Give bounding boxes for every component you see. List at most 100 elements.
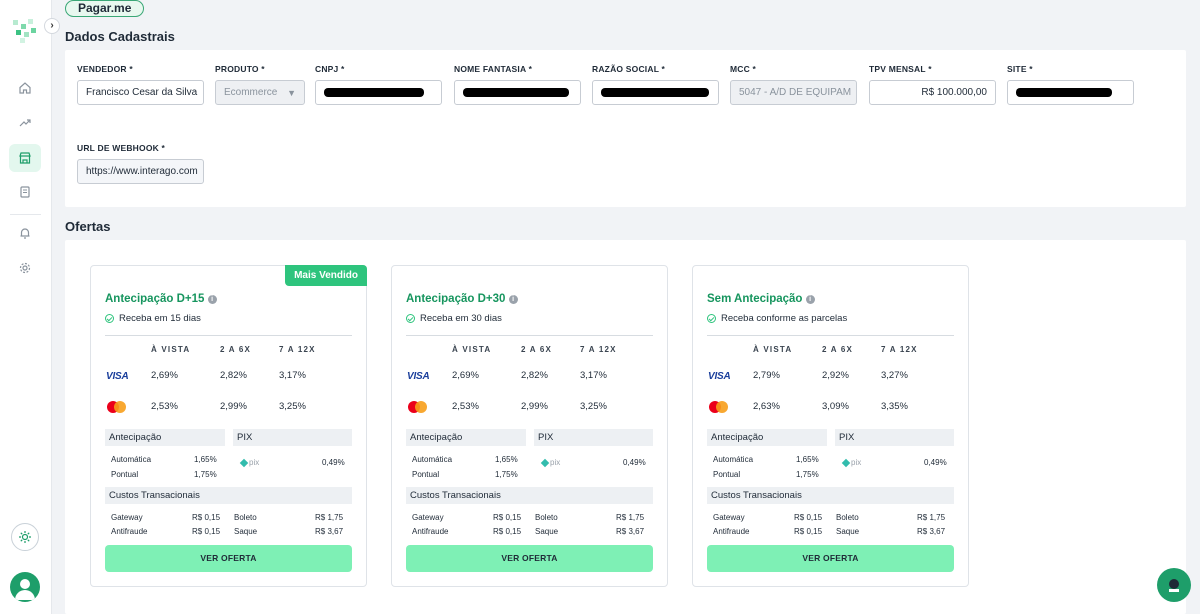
- pix-logo-icon: pix: [841, 458, 861, 467]
- site-input[interactable]: [1007, 80, 1134, 105]
- mastercard-logo-icon: [107, 401, 129, 413]
- offers-title: Ofertas: [65, 219, 111, 234]
- gear-icon: [19, 262, 31, 274]
- redacted-value: [324, 88, 424, 97]
- automatica-label: Automática: [111, 455, 152, 464]
- best-seller-badge: Mais Vendido: [285, 265, 367, 286]
- nav-analytics[interactable]: [9, 109, 41, 137]
- offer-subtitle-text: Receba em 30 dias: [420, 313, 502, 324]
- webhook-input[interactable]: https://www.interago.com: [77, 159, 204, 184]
- automatica-rate: 1,65%: [194, 455, 217, 464]
- pix-logo-icon: pix: [239, 458, 259, 467]
- offers-panel: Mais Vendido Antecipação D+15 i Receba em …: [65, 240, 1186, 614]
- mcc-label: MCC *: [730, 64, 757, 74]
- automatica-rate: 1,65%: [796, 455, 819, 464]
- pix-header: PIX: [534, 429, 653, 446]
- brand-logo-icon[interactable]: [10, 16, 40, 46]
- mastercard-logo-icon: [709, 401, 731, 413]
- rate-column-header: 7 A 12X: [580, 345, 617, 354]
- tpv-field: TPV MENSAL * R$ 100.000,00: [869, 64, 996, 105]
- boleto-cost: R$ 1,75: [917, 513, 946, 522]
- mastercard-rate: 2,99%: [521, 401, 548, 412]
- pix-logo-text: pix: [550, 458, 561, 467]
- ver-oferta-button[interactable]: VER OFERTA: [707, 545, 954, 572]
- mcc-input[interactable]: 5047 - A/D DE EQUIPAM: [730, 80, 857, 105]
- visa-rate: 2,92%: [822, 370, 849, 381]
- offer-subtitle-text: Receba em 15 dias: [119, 313, 201, 324]
- gateway-label: Gateway: [713, 513, 745, 522]
- rate-column-header: 7 A 12X: [881, 345, 918, 354]
- nav-documents[interactable]: [9, 178, 41, 206]
- offer-title-text: Sem Antecipação: [707, 293, 803, 305]
- nome-fantasia-input[interactable]: [454, 80, 581, 105]
- mastercard-rate: 2,99%: [220, 401, 247, 412]
- theme-toggle-button[interactable]: [11, 523, 39, 551]
- custos-header: Custos Transacionais: [105, 487, 352, 504]
- mastercard-rate: 3,35%: [881, 401, 908, 412]
- user-icon: [15, 579, 35, 600]
- pix-header: PIX: [233, 429, 352, 446]
- registration-title: Dados Cadastrais: [65, 29, 175, 44]
- collapse-sidebar-button[interactable]: ›: [44, 18, 60, 34]
- custos-header: Custos Transacionais: [406, 487, 653, 504]
- chat-button[interactable]: [1157, 568, 1191, 602]
- offer-title: Antecipação D+15 i: [105, 293, 217, 305]
- nav-notifications[interactable]: [9, 219, 41, 247]
- visa-rate: 2,69%: [452, 370, 479, 381]
- nav-store[interactable]: [9, 144, 41, 172]
- nome-fantasia-label: NOME FANTASIA *: [454, 64, 533, 74]
- cnpj-input[interactable]: [315, 80, 442, 105]
- info-icon[interactable]: i: [805, 295, 815, 304]
- razao-social-input[interactable]: [592, 80, 719, 105]
- boleto-label: Boleto: [535, 513, 558, 522]
- home-icon: [19, 82, 31, 94]
- visa-logo-icon: VISA: [407, 371, 430, 382]
- offer-card: Antecipação D+30 i Receba em 30 dias À VIS…: [391, 265, 668, 587]
- ver-oferta-button[interactable]: VER OFERTA: [406, 545, 653, 572]
- avatar[interactable]: [10, 572, 40, 602]
- visa-rate: 2,69%: [151, 370, 178, 381]
- pontual-rate: 1,75%: [796, 470, 819, 479]
- pix-logo-icon: pix: [540, 458, 561, 467]
- offer-title: Antecipação D+30 i: [406, 293, 518, 305]
- redacted-value: [1016, 88, 1112, 97]
- pontual-rate: 1,75%: [194, 470, 217, 479]
- saque-cost: R$ 3,67: [917, 527, 946, 536]
- mastercard-rate: 3,25%: [279, 401, 306, 412]
- rate-column-header: À VISTA: [753, 345, 793, 354]
- tpv-label: TPV MENSAL *: [869, 64, 932, 74]
- visa-rate: 3,17%: [580, 370, 607, 381]
- mcc-field: MCC * 5047 - A/D DE EQUIPAM: [730, 64, 857, 105]
- visa-rate: 3,27%: [881, 370, 908, 381]
- store-icon: [19, 152, 31, 164]
- info-icon[interactable]: i: [508, 295, 518, 304]
- visa-rate: 3,17%: [279, 370, 306, 381]
- divider: [406, 335, 653, 336]
- sun-icon: [19, 531, 31, 543]
- rate-column-header: 2 A 6X: [220, 345, 252, 354]
- pix-rate: 0,49%: [322, 458, 345, 467]
- offer-subtitle-text: Receba conforme as parcelas: [721, 313, 848, 324]
- antifraude-label: Antifraude: [412, 527, 449, 536]
- vendedor-label: VENDEDOR *: [77, 64, 133, 74]
- offer-card: Mais Vendido Antecipação D+15 i Receba em …: [90, 265, 367, 587]
- rate-column-header: 2 A 6X: [521, 345, 553, 354]
- nav-home[interactable]: [9, 74, 41, 102]
- visa-logo-icon: VISA: [708, 371, 731, 382]
- produto-select[interactable]: Ecommerce ▼: [215, 80, 305, 105]
- ver-oferta-button[interactable]: VER OFERTA: [105, 545, 352, 572]
- visa-logo-icon: VISA: [106, 371, 129, 382]
- offer-title: Sem Antecipação i: [707, 293, 815, 305]
- sidebar: ›: [0, 0, 60, 614]
- antifraude-cost: R$ 0,15: [192, 527, 221, 536]
- vendedor-input[interactable]: Francisco Cesar da Silva: [77, 80, 204, 105]
- boleto-label: Boleto: [234, 513, 257, 522]
- tpv-input[interactable]: R$ 100.000,00: [869, 80, 996, 105]
- check-circle-icon: [707, 314, 716, 323]
- nav-settings[interactable]: [9, 254, 41, 282]
- chat-icon: [1169, 579, 1179, 592]
- offer-subtitle: Receba em 15 dias: [105, 313, 201, 324]
- boleto-cost: R$ 1,75: [315, 513, 344, 522]
- info-icon[interactable]: i: [207, 295, 217, 304]
- saque-label: Saque: [836, 527, 860, 536]
